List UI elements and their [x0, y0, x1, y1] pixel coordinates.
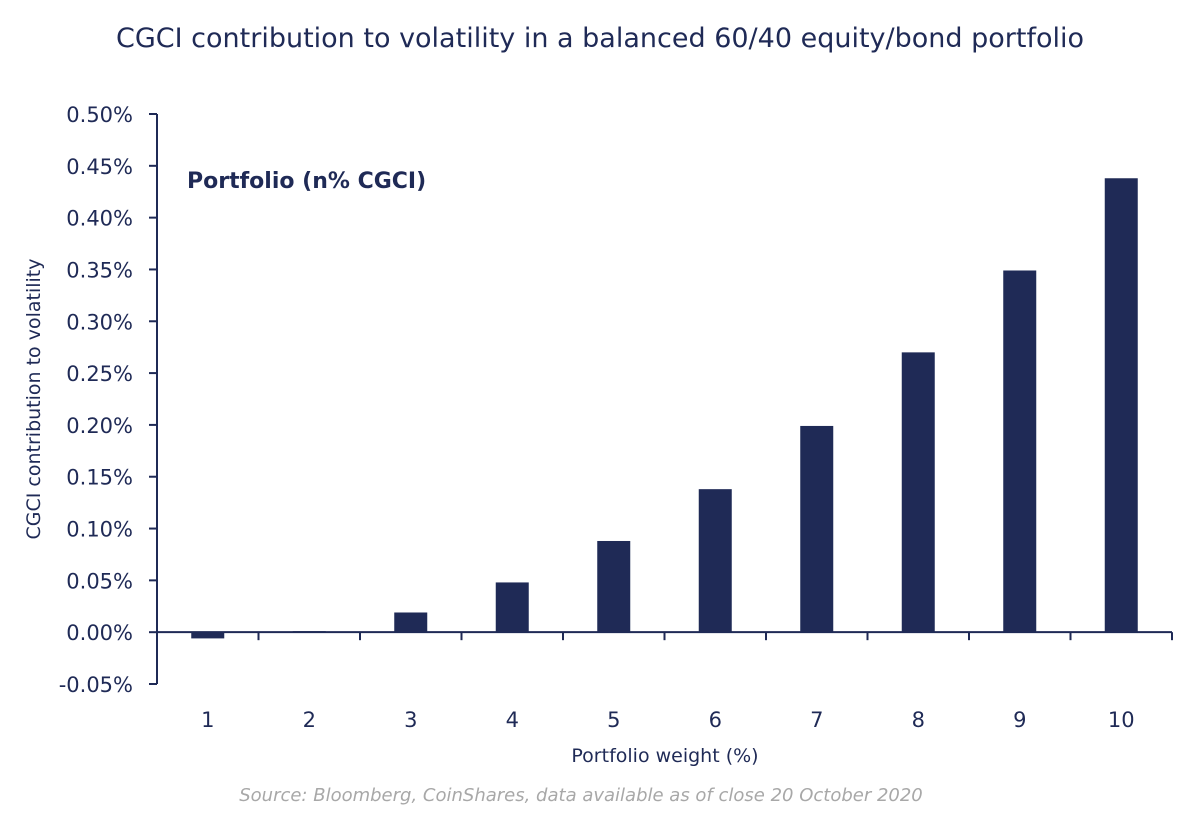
- y-tick-label: 0.10%: [66, 518, 133, 542]
- chart-title: CGCI contribution to volatility in a bal…: [115, 23, 1084, 54]
- x-tick-label: 5: [607, 708, 620, 732]
- x-axis-label: Portfolio weight (%): [571, 745, 758, 767]
- bar-9: [1003, 270, 1037, 633]
- y-tick-label: 0.20%: [66, 414, 133, 438]
- bar-1: [191, 632, 225, 639]
- y-axis-label: CGCI contribution to volatility: [23, 259, 45, 540]
- y-tick-label: -0.05%: [59, 673, 133, 697]
- y-tick-label: 0.00%: [66, 621, 133, 645]
- x-tick-label: 9: [1013, 708, 1026, 732]
- bar-5: [597, 540, 631, 633]
- x-tick-label: 3: [404, 708, 417, 732]
- bar-4: [495, 582, 529, 633]
- y-tick-label: 0.50%: [66, 103, 133, 127]
- bar-2: [292, 631, 326, 633]
- bar-10: [1104, 178, 1138, 633]
- y-tick-label: 0.05%: [66, 569, 133, 593]
- bar-3: [394, 612, 428, 633]
- x-tick-label: 8: [912, 708, 925, 732]
- x-tick-label: 2: [303, 708, 316, 732]
- legend-label: Portfolio (n% CGCI): [187, 169, 426, 194]
- y-tick-label: 0.35%: [66, 258, 133, 282]
- y-tick-label: 0.40%: [66, 207, 133, 231]
- x-tick-label: 10: [1108, 708, 1135, 732]
- x-tick-label: 6: [709, 708, 722, 732]
- bar-6: [698, 489, 732, 633]
- y-tick-label: 0.25%: [66, 362, 133, 386]
- bar-8: [901, 352, 935, 633]
- source-note: Source: Bloomberg, CoinShares, data avai…: [239, 785, 923, 806]
- x-tick-label: 1: [201, 708, 214, 732]
- bar-7: [800, 425, 834, 633]
- y-tick-label: 0.45%: [66, 155, 133, 179]
- x-tick-label: 4: [506, 708, 519, 732]
- y-tick-label: 0.15%: [66, 466, 133, 490]
- y-tick-label: 0.30%: [66, 310, 133, 334]
- x-tick-label: 7: [810, 708, 823, 732]
